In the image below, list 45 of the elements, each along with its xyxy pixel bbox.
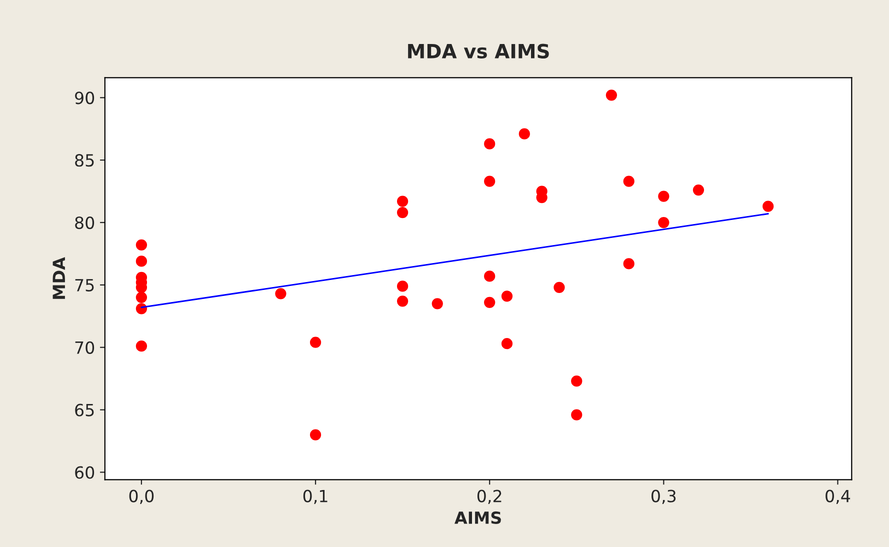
point bbox=[484, 138, 496, 150]
point bbox=[623, 258, 634, 270]
x-tick-label: 0,4 bbox=[826, 490, 850, 504]
point bbox=[396, 296, 408, 307]
point bbox=[136, 239, 148, 251]
point bbox=[484, 176, 496, 187]
y-tick-label: 90 bbox=[75, 92, 94, 104]
point bbox=[310, 336, 322, 348]
y-tick-label: 65 bbox=[75, 404, 94, 416]
point bbox=[275, 288, 286, 300]
point bbox=[571, 376, 582, 387]
point bbox=[501, 290, 513, 302]
point bbox=[692, 184, 704, 196]
y-tick-label: 70 bbox=[75, 341, 94, 354]
point bbox=[484, 270, 496, 282]
x-tick-label: 0,2 bbox=[477, 490, 502, 504]
y-tick-label: 80 bbox=[75, 216, 94, 230]
point bbox=[623, 176, 634, 187]
x-tick-label: 0,1 bbox=[303, 490, 328, 504]
point bbox=[396, 280, 408, 292]
point bbox=[501, 338, 513, 350]
point bbox=[484, 296, 496, 308]
point bbox=[310, 429, 322, 440]
point bbox=[606, 90, 618, 101]
point bbox=[518, 128, 530, 140]
y-tick-label: 75 bbox=[75, 279, 94, 292]
point bbox=[554, 282, 565, 293]
x-tick-label: 0,3 bbox=[652, 490, 676, 504]
x-tick-label: 0,0 bbox=[129, 490, 154, 504]
x-axis-title: AIMS bbox=[454, 511, 501, 524]
point bbox=[136, 303, 148, 314]
point bbox=[571, 409, 582, 420]
point bbox=[658, 216, 670, 228]
point bbox=[136, 340, 148, 352]
point bbox=[762, 200, 774, 212]
chart-title: MDA vs AIMS bbox=[408, 44, 549, 59]
point bbox=[658, 190, 670, 202]
y-axis-title: MDA bbox=[52, 257, 65, 299]
point bbox=[136, 256, 148, 267]
y-tick-label: 60 bbox=[75, 466, 94, 479]
y-tick-label: 85 bbox=[75, 154, 94, 167]
point bbox=[396, 196, 408, 207]
point bbox=[432, 298, 443, 310]
point bbox=[396, 206, 408, 218]
point bbox=[136, 292, 148, 303]
